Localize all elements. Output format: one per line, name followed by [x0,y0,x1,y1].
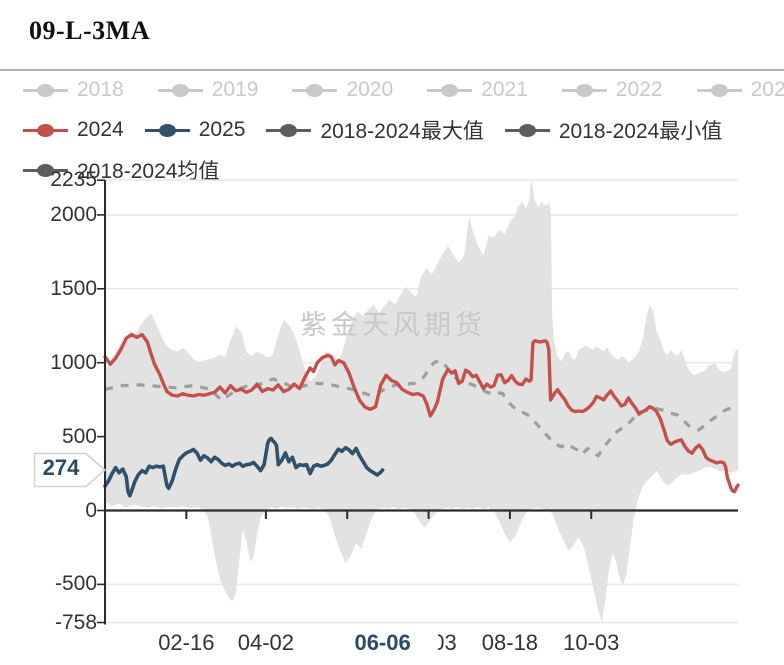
legend-marker-icon [561,83,607,98]
legend-marker-icon [23,83,68,98]
y-axis-label: -758 [54,610,97,634]
series-2025-line [103,436,385,498]
legend-label: 2018-2024均值 [77,160,220,183]
x-axis-label: 08-18 [481,630,539,655]
legend-item-2018-2024均值[interactable]: 2018-2024均值 [23,155,219,185]
legend-item-2018-2024最小值[interactable]: 2018-2024最小值 [504,115,723,145]
x-axis-label: 04-02 [237,630,295,655]
page-title: 09-L-3MA [29,16,150,45]
series-2024-line [103,332,740,494]
legend-row-active-series: 2024 2025 2018-2024最大值 2018-2024最小值 [23,115,723,145]
legend-label: 2019 [211,78,259,101]
legend-label: 2020 [346,78,394,101]
legend-row-inactive-years: 2018 2019 2020 2021 2022 2023 [23,78,784,102]
legend-label: 2018-2024最小值 [558,120,723,143]
x-axis-pointer-label: 06-06 [327,628,438,658]
legend-item-2025[interactable]: 2025 [144,118,246,142]
legend-marker-icon [427,83,473,98]
header-divider [0,69,784,71]
legend-marker-icon [292,83,338,98]
legend-item-2021[interactable]: 2021 [427,78,528,102]
legend-item-2022[interactable]: 2022 [561,78,663,102]
y-pointer-value: 274 [42,455,80,480]
legend-marker-icon [23,123,68,138]
minmax-band [105,180,738,623]
legend-item-2020[interactable]: 2020 [292,78,393,102]
legend-marker-icon [144,123,190,138]
legend-marker-icon [504,123,550,138]
legend-label: 2018-2024最大值 [320,120,484,143]
pointer-tag-icon [33,452,107,488]
legend-item-2018-2024最大值[interactable]: 2018-2024最大值 [266,115,484,145]
y-axis-pointer-label: 274 [33,451,109,489]
legend-item-2023[interactable]: 2023 [696,78,784,102]
y-axis-label: 500 [61,424,97,448]
legend-label: 2025 [198,118,246,141]
y-axis-label: 1000 [50,350,97,374]
y-axis-label: 2235 [50,168,97,192]
legend-item-2018[interactable]: 2018 [23,78,124,102]
x-axis-label: 02-16 [158,630,215,655]
mean-line [104,358,737,458]
legend-item-2019[interactable]: 2019 [157,78,259,102]
legend-marker-icon [696,83,742,98]
legend-marker-icon [23,163,68,178]
y-axis-label: 2000 [50,202,97,226]
legend-label: 2018 [77,78,124,101]
legend-label: 2021 [481,78,528,101]
legend-label: 2022 [615,78,663,101]
y-axis-label: -500 [54,572,97,596]
x-axis-label: 10-03 [563,630,620,655]
legend-row-mean: 2018-2024均值 [23,155,219,185]
legend-label: 2023 [750,78,784,101]
legend-label: 2024 [77,118,124,141]
y-axis-label: 1500 [50,276,97,300]
legend-marker-icon [157,83,203,98]
legend-item-2024[interactable]: 2024 [23,118,124,142]
legend-marker-icon [266,123,312,138]
watermark: 紫金天风期货 [300,310,486,340]
y-axis-label: 0 [85,498,97,522]
